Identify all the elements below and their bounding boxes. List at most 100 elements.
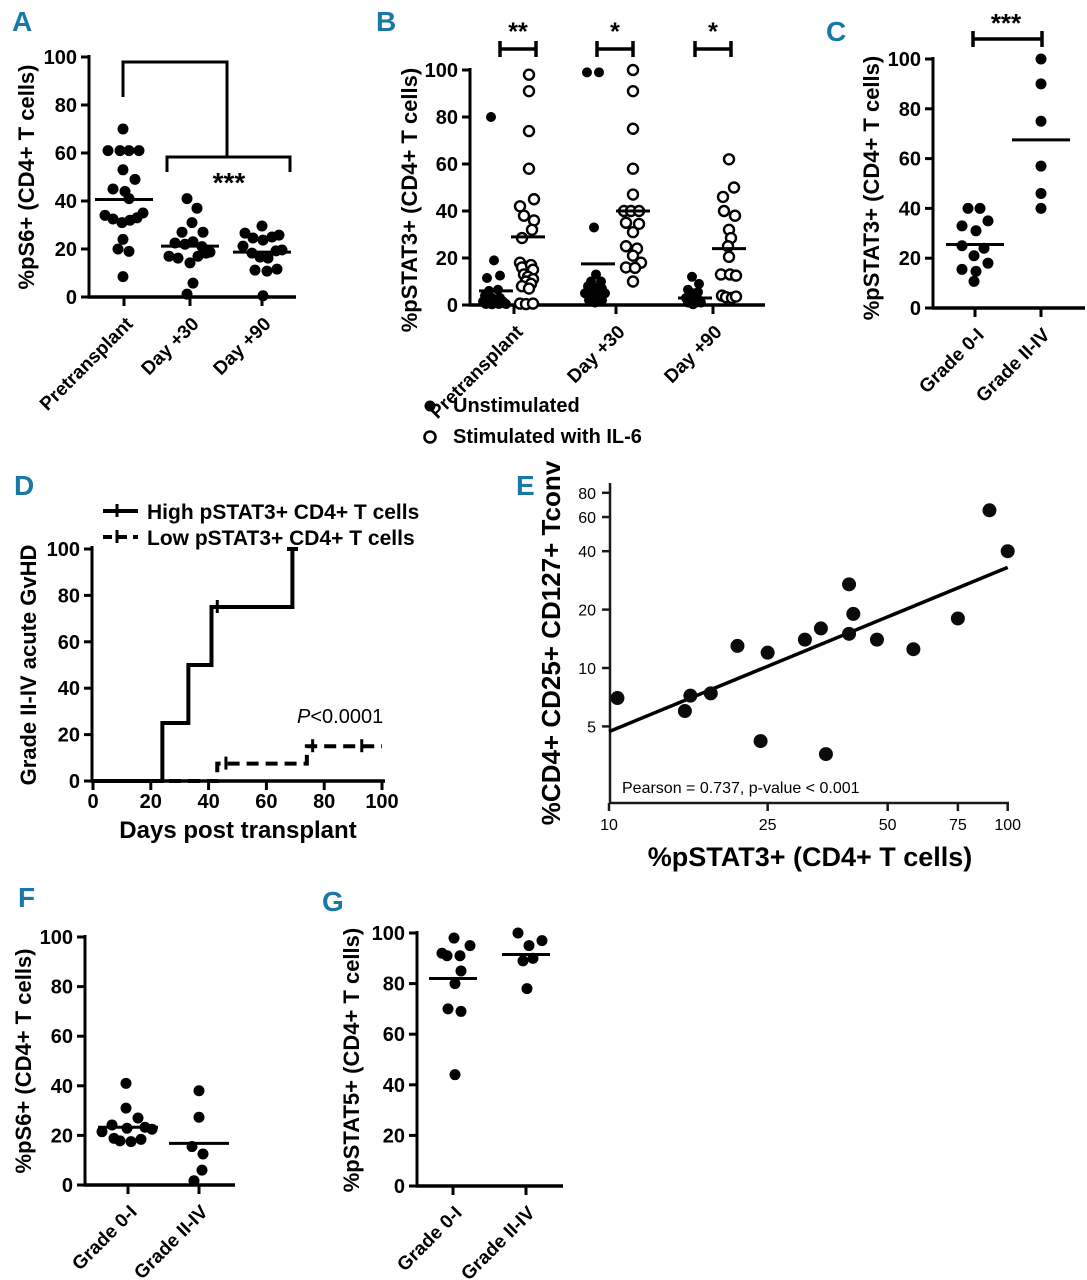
data-point	[687, 271, 697, 282]
panel-a-chart: 0 20 40 60 80 100%pS6+ (CD4+ T cells) Pretrans…	[14, 47, 296, 415]
panel-label-g: G	[322, 886, 344, 917]
data-point	[200, 247, 212, 259]
data-point	[117, 233, 129, 245]
data-point	[869, 632, 884, 647]
data-point	[501, 299, 511, 310]
filled-dot-legend-marker	[424, 400, 436, 412]
data-point	[1035, 115, 1047, 127]
data-point	[107, 183, 119, 195]
data-point	[123, 145, 135, 157]
data-point	[729, 269, 743, 282]
data-point	[626, 122, 640, 135]
data-point	[1035, 160, 1047, 172]
data-point	[688, 299, 698, 310]
data-point	[494, 299, 504, 310]
data-point	[129, 173, 141, 185]
data-point	[247, 232, 259, 244]
data-point	[197, 226, 209, 238]
data-point	[610, 691, 625, 706]
significance-stars: **	[508, 18, 528, 46]
data-point	[526, 297, 540, 310]
data-point	[271, 263, 283, 275]
data-point	[730, 638, 745, 653]
data-point	[441, 950, 453, 962]
data-point	[753, 734, 768, 749]
data-point	[187, 236, 199, 248]
data-point	[626, 63, 640, 77]
data-point	[117, 271, 129, 283]
y-tick-label: 100	[47, 539, 80, 561]
x-category-label: Grade 0-I	[393, 1203, 466, 1276]
y-tick-label: 40	[899, 198, 921, 220]
x-tick-label: 0	[87, 791, 98, 813]
y-tick-label: 20	[55, 239, 77, 261]
data-point	[626, 188, 640, 201]
data-point	[107, 213, 119, 225]
data-point	[527, 193, 541, 206]
y-tick-label: 60	[51, 1026, 73, 1048]
data-point	[181, 288, 193, 300]
data-point	[589, 282, 599, 293]
y-axis-title: Grade II-IV acute GvHD	[16, 545, 41, 786]
data-point	[522, 162, 536, 175]
data-point	[628, 261, 642, 275]
data-point	[956, 263, 968, 275]
data-point	[842, 626, 857, 641]
significance-stars: ***	[213, 167, 246, 198]
data-point	[261, 265, 273, 277]
y-tick-label: 40	[58, 678, 80, 700]
significance-bracket	[121, 60, 229, 156]
x-tick-label: 80	[313, 791, 335, 813]
y-tick-label: 60	[55, 143, 77, 165]
significance-stars: *	[708, 18, 718, 46]
data-point	[117, 123, 129, 135]
x-category-label: Day +90	[210, 314, 276, 380]
panel-label-b: B	[376, 6, 397, 37]
data-point	[693, 287, 703, 298]
data-point	[591, 269, 601, 280]
data-point	[188, 1175, 200, 1187]
y-tick-label: 80	[51, 977, 73, 999]
panel-label-f: F	[18, 882, 36, 913]
data-point	[486, 112, 496, 122]
y-tick-label: 20	[578, 603, 596, 620]
x-category-label: Grade II-IV	[457, 1202, 539, 1280]
data-point	[619, 240, 633, 253]
data-point	[729, 290, 743, 303]
x-tick-label: 60	[255, 791, 277, 813]
data-point	[626, 275, 640, 288]
data-point	[257, 290, 269, 302]
panel-e-chart: 5 10 20 40 60 80 10 25 50 75 100 Pearson = 0.737, p…	[536, 460, 1021, 872]
y-tick-label: 10	[578, 661, 596, 678]
open-dot-legend-marker	[423, 430, 437, 444]
data-point	[256, 220, 268, 232]
data-point	[626, 84, 640, 98]
data-point	[728, 209, 742, 222]
y-axis-title: %pSTAT3+ (CD4+ T cells)	[397, 68, 422, 332]
data-point	[257, 234, 269, 246]
data-point	[146, 1123, 158, 1135]
data-point	[132, 1112, 144, 1124]
data-point	[683, 688, 698, 703]
data-point	[970, 265, 982, 277]
data-point	[522, 124, 536, 138]
significance-bracket	[165, 155, 292, 172]
x-category-label: Pretransplant	[36, 313, 138, 415]
data-point	[455, 965, 467, 977]
data-point	[523, 940, 535, 952]
data-point	[196, 1164, 208, 1176]
y-tick-label: 40	[51, 1076, 73, 1098]
y-tick-label: 60	[899, 149, 921, 171]
data-point	[512, 927, 524, 939]
data-point	[273, 229, 285, 241]
y-tick-label: 20	[58, 725, 80, 747]
data-point	[114, 1135, 126, 1147]
x-category-label: Day +90	[661, 322, 727, 388]
data-point	[187, 277, 199, 289]
data-point	[184, 257, 196, 269]
legend-label: Low pSTAT3+ CD4+ T cells	[147, 527, 415, 550]
data-point	[239, 227, 251, 239]
data-point	[619, 216, 633, 229]
